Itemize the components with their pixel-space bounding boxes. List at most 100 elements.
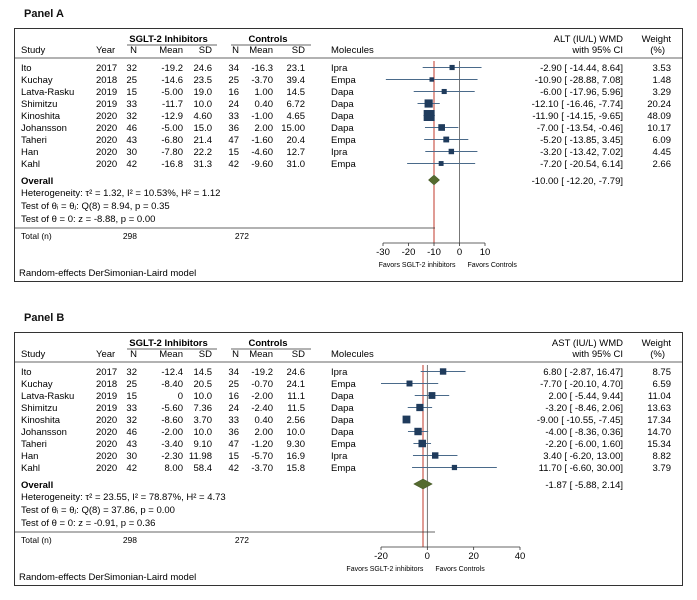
effect-marker [418, 439, 426, 448]
effect-ci-text: -12.10 [ -16.46, -7.74] [532, 99, 623, 110]
total-label: Total (n) [21, 535, 52, 545]
study-year: 2020 [96, 427, 117, 438]
treatment-sd: 31.3 [194, 159, 213, 170]
effect-marker [439, 368, 447, 375]
molecule: Empa [331, 439, 357, 450]
treatment-n: 46 [126, 427, 137, 438]
treatment-n: 32 [126, 415, 137, 426]
overall-ci-text: -1.87 [ -5.88, 2.14] [545, 480, 623, 491]
treatment-mean: -5.00 [161, 123, 183, 134]
total-control-n: 272 [235, 231, 249, 241]
treatment-sd: 23.5 [194, 75, 213, 86]
weight-text: 3.79 [653, 463, 672, 474]
study-year: 2017 [96, 367, 117, 378]
ci-header: with 95% CI [571, 45, 623, 56]
group1-header: SGLT-2 Inhibitors [129, 34, 207, 45]
control-mean: -19.2 [251, 367, 273, 378]
treatment-mean: -8.60 [161, 415, 183, 426]
study-year: 2019 [96, 391, 117, 402]
molecule: Ipra [331, 147, 348, 158]
panel-a-label: Panel A [24, 8, 64, 20]
effect-ci-text: 11.70 [ -6.60, 30.00] [539, 463, 623, 474]
control-sd: 11.1 [287, 391, 305, 402]
molecule: Dapa [331, 123, 354, 134]
mean2-header: Mean [249, 45, 273, 56]
treatment-mean: -5.60 [161, 403, 183, 414]
molecule: Dapa [331, 415, 354, 426]
weight-text: 3.53 [653, 63, 672, 74]
molecule: Ipra [331, 451, 348, 462]
ci-header: with 95% CI [571, 349, 623, 360]
control-mean: -1.20 [251, 439, 273, 450]
control-n: 16 [228, 87, 239, 98]
year-header: Year [96, 45, 115, 56]
treatment-n: 32 [126, 63, 137, 74]
n2-header: N [232, 45, 239, 56]
treatment-sd: 22.2 [194, 147, 213, 158]
weight-text: 8.75 [653, 367, 672, 378]
treatment-sd: 15.0 [194, 123, 213, 134]
molecule: Dapa [331, 99, 354, 110]
mean1-header: Mean [159, 45, 183, 56]
model-text: Random-effects DerSimonian-Laird model [19, 572, 196, 583]
group2-header: Controls [248, 34, 287, 45]
weight-text: 3.29 [653, 87, 672, 98]
weight-unit-header: (%) [650, 45, 665, 56]
treatment-n: 32 [126, 367, 137, 378]
panel-b-frame: SGLT-2 Inhibitors Controls AST (IU/L) WMD w… [14, 332, 683, 586]
treatment-mean: -6.80 [161, 135, 183, 146]
weight-text: 6.09 [653, 135, 672, 146]
study-name: Taheri [21, 135, 47, 146]
control-sd: 9.30 [287, 439, 306, 450]
treatment-n: 15 [126, 391, 137, 402]
control-sd: 23.1 [287, 63, 306, 74]
panel-b-label: Panel B [24, 312, 65, 324]
study-year: 2019 [96, 99, 117, 110]
treatment-mean: 0 [178, 391, 183, 402]
group2-header: Controls [248, 338, 287, 349]
study-year: 2020 [96, 439, 117, 450]
total-control-n: 272 [235, 535, 249, 545]
treatment-sd: 11.98 [189, 451, 212, 462]
study-year: 2018 [96, 379, 117, 390]
molecule: Dapa [331, 111, 354, 122]
weight-text: 15.34 [647, 439, 671, 450]
effect-ci-text: -7.00 [ -13.54, -0.46] [537, 123, 623, 134]
molecule: Empa [331, 463, 357, 474]
effect-ci-text: 6.80 [ -2.87, 16.47] [543, 367, 623, 378]
control-mean: -2.40 [251, 403, 273, 414]
mean1-header: Mean [159, 349, 183, 360]
overall-diamond [413, 478, 433, 490]
overall-ci-text: -10.00 [ -12.20, -7.79] [532, 176, 623, 187]
control-sd: 10.0 [287, 427, 306, 438]
effect-ci-text: -7.70 [ -20.10, 4.70] [540, 379, 623, 390]
control-sd: 11.5 [287, 403, 305, 414]
treatment-n: 32 [126, 111, 137, 122]
weight-text: 17.34 [647, 415, 671, 426]
effect-ci-text: -2.20 [ -6.00, 1.60] [545, 439, 623, 450]
weight-header: Weight [642, 338, 672, 349]
treatment-sd: 21.4 [194, 135, 213, 146]
molecule: Empa [331, 75, 357, 86]
effect-ci-text: -7.20 [ -20.54, 6.14] [540, 159, 623, 170]
control-mean: 2.00 [255, 427, 274, 438]
molecules-header: Molecules [331, 45, 374, 56]
effect-ci-text: -5.20 [ -13.85, 3.45] [540, 135, 623, 146]
panel-a-frame: SGLT-2 Inhibitors Controls ALT (IU/L) WMD w… [14, 28, 683, 282]
weight-text: 10.17 [647, 123, 671, 134]
control-n: 34 [228, 367, 239, 378]
control-mean: -0.70 [251, 379, 273, 390]
control-n: 47 [228, 135, 239, 146]
control-n: 16 [228, 391, 239, 402]
study-name: Ito [21, 63, 32, 74]
molecule: Dapa [331, 391, 354, 402]
effect-marker [448, 148, 455, 155]
weight-text: 20.24 [647, 99, 671, 110]
treatment-sd: 7.36 [194, 403, 213, 414]
study-name: Johansson [21, 427, 67, 438]
group1-header: SGLT-2 Inhibitors [129, 338, 207, 349]
effect-marker [438, 161, 444, 166]
x-tick-label: 40 [515, 551, 526, 562]
effect-ci-text: -9.00 [ -10.55, -7.45] [537, 415, 623, 426]
control-sd: 12.7 [287, 147, 306, 158]
